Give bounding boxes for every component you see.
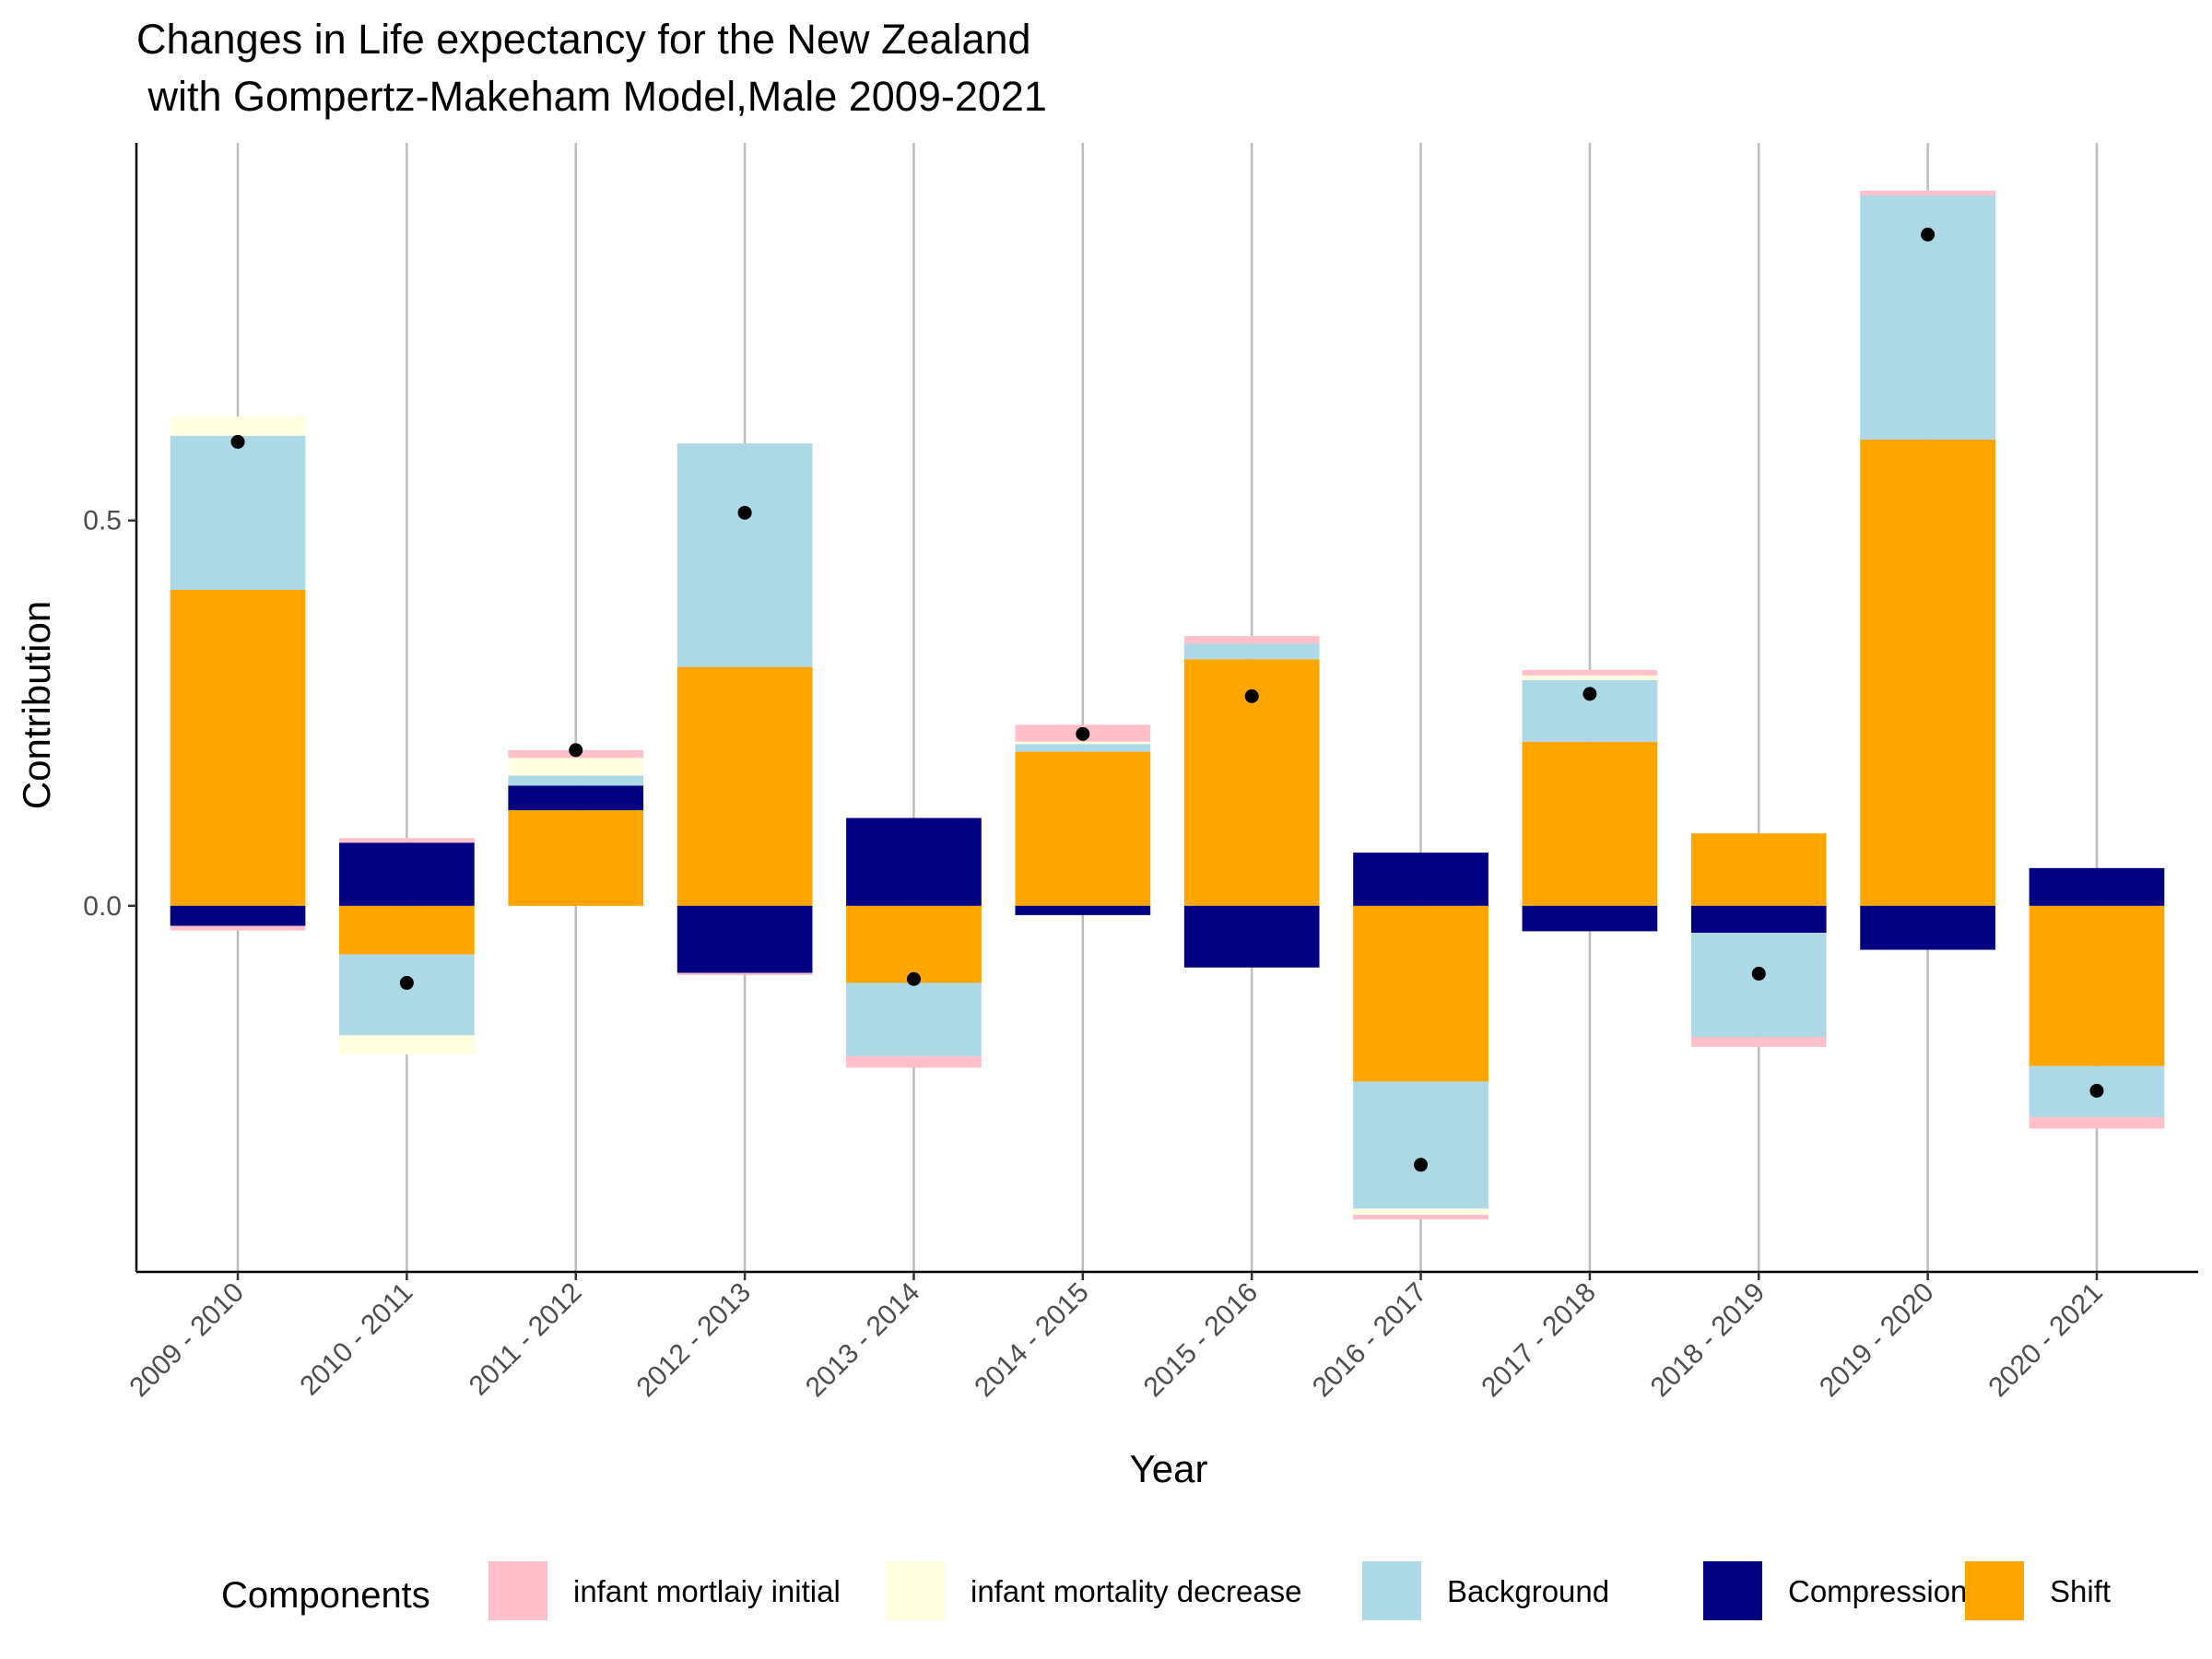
bar-segment-background [339,954,475,1036]
total-point [1583,687,1597,701]
bar-segment-background [1015,744,1151,752]
y-axis-ticks: 0.0 0.5 [83,506,136,922]
legend-key-background [1362,1561,1421,1620]
legend-key-infant-mortality-decrease [886,1561,945,1620]
legend-label-infant-mortality-decrease: infant mortality decrease [971,1574,1302,1608]
total-points [230,228,2104,1172]
bar-segment-shift [1353,905,1488,1082]
bar-segment-compression [2029,867,2165,906]
bar-segment-shift [2029,905,2165,1066]
legend-title: Components [221,1575,430,1616]
total-point [737,505,752,520]
y-tick-label: 0.5 [83,506,122,536]
legend-label-infant-mortlaiy-initial: infant mortlaiy initial [573,1574,841,1608]
y-tick-label: 0.0 [83,891,122,922]
bar-segment-infant-mortality-decrease [508,758,644,776]
bar-segment-infant-mortlaiy-initial [846,1055,982,1068]
bar-segment-shift [339,905,475,955]
bar-segment-compression [339,842,475,906]
legend: Components infant mortlaiy initial infant… [221,1561,2111,1620]
bar-segment-compression [1860,905,1995,950]
x-axis-title: Year [1130,1447,1208,1490]
bar-segment-background [1353,1081,1488,1209]
bar-segment-infant-mortality-decrease [1522,675,1658,680]
bar-segment-infant-mortlaiy-initial [339,838,475,843]
bar-segment-infant-mortlaiy-initial [1690,1036,1827,1047]
title-line-1: Changes in Life expectancy for the New Z… [136,16,1031,63]
chart-title: Changes in Life expectancy for the New Z… [136,16,1047,120]
total-point [1076,726,1090,741]
legend-key-compression [1703,1561,1762,1620]
total-point [569,743,583,758]
bar-segment-shift [677,666,813,906]
bar-segment-infant-mortlaiy-initial [1353,1215,1488,1220]
bar-segment-compression [170,905,306,926]
bar-segment-compression [1690,905,1827,934]
bar-segment-infant-mortlaiy-initial [2029,1116,2165,1129]
bar-segment-shift [1522,741,1658,906]
bar-segment-background [170,435,306,590]
legend-key-shift [1965,1561,2024,1620]
bar-segment-compression [1015,905,1151,915]
bar-segment-shift [170,589,306,906]
bar-segment-background [508,775,644,786]
bar-segment-shift [1860,439,1995,906]
bar-segment-compression [846,818,982,906]
bar-segment-shift [508,810,644,906]
total-point [399,975,414,990]
bar-segment-compression [1183,905,1320,968]
bar-segment-shift [1015,751,1151,906]
total-point [230,434,245,449]
bar-segment-infant-mortlaiy-initial [170,925,306,931]
bar-segment-background [1690,933,1827,1037]
bar-segment-infant-mortlaiy-initial [1522,669,1658,676]
legend-label-shift: Shift [2050,1574,2111,1608]
total-point [2089,1083,2104,1098]
bar-segment-infant-mortlaiy-initial [1860,190,1995,195]
bar-segment-compression [677,905,813,973]
bar-segment-compression [508,785,644,811]
total-point [1751,966,1766,981]
legend-items: infant mortlaiy initial infant mortality … [488,1561,2111,1620]
total-point [906,971,921,986]
legend-label-compression: Compression [1788,1574,1967,1608]
bar-segment-infant-mortlaiy-initial [677,972,813,976]
bar-segment-infant-mortality-decrease [170,416,306,436]
title-line-2: with Gompertz-Makeham Model,Male 2009-20… [136,73,1047,120]
y-axis-title: Contribution [15,601,58,809]
total-point [1414,1158,1429,1172]
bar-segment-infant-mortlaiy-initial [1183,636,1320,644]
bar-segment-shift [846,905,982,983]
bar-segment-compression [1522,905,1658,932]
bar-segment-background [1183,643,1320,660]
legend-key-infant-mortlaiy-initial [488,1561,547,1620]
bar-segment-infant-mortality-decrease [1015,741,1151,745]
total-point [1244,688,1259,703]
bar-segment-infant-mortality-decrease [339,1035,475,1055]
bar-segment-infant-mortality-decrease [1353,1208,1488,1216]
total-point [1921,228,1936,242]
bar-segment-background [677,443,813,667]
bar-segment-compression [1353,853,1488,906]
legend-label-background: Background [1447,1574,1609,1608]
bar-segment-background [846,982,982,1056]
bar-segment-shift [1690,833,1827,906]
